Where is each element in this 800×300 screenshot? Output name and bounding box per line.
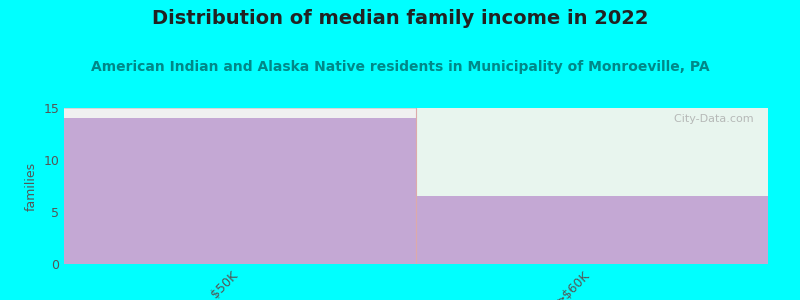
Bar bbox=[416, 196, 768, 264]
Bar bbox=[416, 108, 768, 196]
Bar bbox=[64, 118, 416, 264]
Text: City-Data.com: City-Data.com bbox=[667, 114, 754, 124]
Text: American Indian and Alaska Native residents in Municipality of Monroeville, PA: American Indian and Alaska Native reside… bbox=[90, 60, 710, 74]
Y-axis label: families: families bbox=[25, 161, 38, 211]
Text: Distribution of median family income in 2022: Distribution of median family income in … bbox=[152, 9, 648, 28]
